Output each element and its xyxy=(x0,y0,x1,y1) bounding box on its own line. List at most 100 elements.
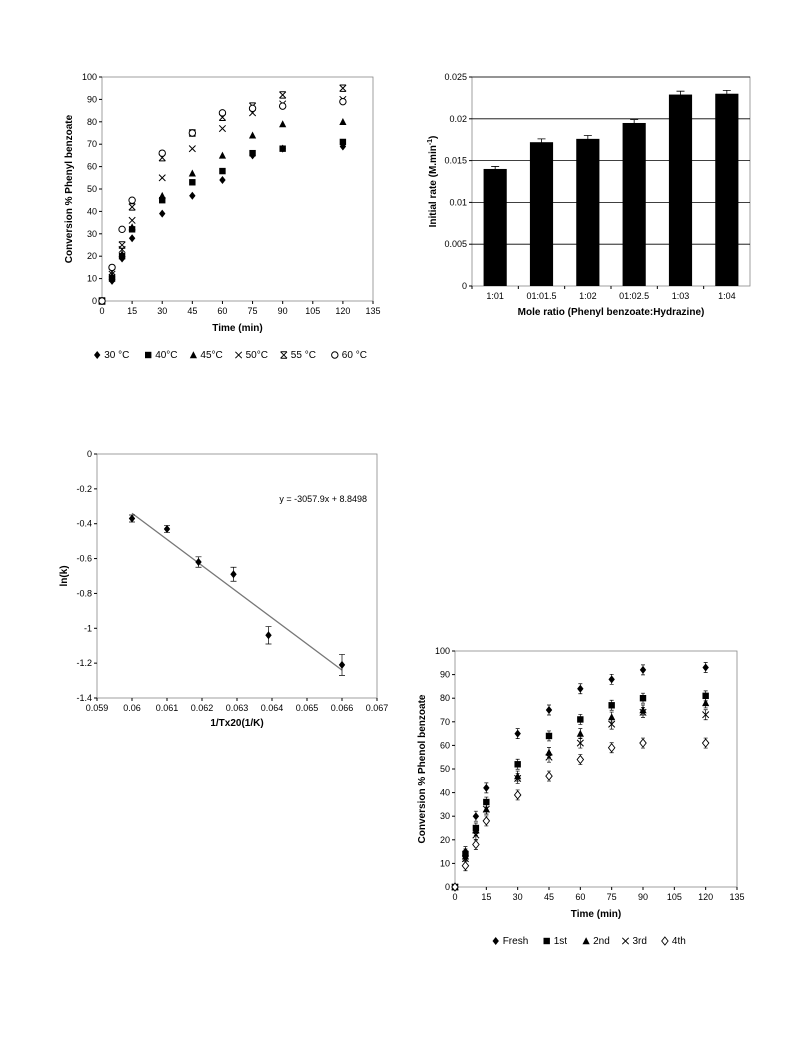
error-bar xyxy=(676,90,685,98)
legend-marker xyxy=(189,351,197,359)
y-axis-label: ln(k) xyxy=(59,565,70,586)
data-point xyxy=(702,663,709,672)
data-point xyxy=(451,882,459,892)
legend-label: 45°C xyxy=(200,350,222,361)
bar xyxy=(622,122,646,286)
y-tick-label: 60 xyxy=(440,740,450,750)
y-tick-label: 0.005 xyxy=(444,239,467,249)
chart-catalyst-reuse: 0 10 20 30 40 50 60 70 80 90 100 0 15 30 45 60 75 90 105 12… xyxy=(415,640,760,955)
error-bar xyxy=(491,166,500,172)
data-point xyxy=(702,711,710,719)
data-point xyxy=(514,774,522,782)
x-tick-label: 15 xyxy=(481,892,491,902)
data-point xyxy=(248,104,257,113)
data-point xyxy=(545,771,553,781)
y-tick-label: 50 xyxy=(87,184,97,194)
data-point xyxy=(472,839,480,850)
y-axis-label-close: ) xyxy=(428,136,439,139)
data-point xyxy=(338,660,346,669)
data-point xyxy=(108,272,116,280)
series-1st xyxy=(451,690,709,891)
y-tick-label: 90 xyxy=(87,94,97,104)
data-point xyxy=(577,684,584,693)
y-tick-label: 0 xyxy=(445,882,450,892)
data-point xyxy=(482,816,491,826)
data-point xyxy=(188,169,196,177)
data-point xyxy=(249,149,256,157)
data-point xyxy=(195,558,202,567)
x-tick-label: 0 xyxy=(452,892,457,902)
x-tick-label: 0.062 xyxy=(191,703,214,713)
legend-marker xyxy=(621,937,630,945)
x-tick-label: 135 xyxy=(365,306,380,316)
data-point xyxy=(158,153,166,162)
y-tick-label: 0 xyxy=(87,449,92,459)
error-bar xyxy=(537,138,546,146)
y-tick-label: 70 xyxy=(440,717,450,727)
bar xyxy=(668,94,693,286)
data-point xyxy=(128,234,136,243)
x-axis-label: 1/Tx20(1/K) xyxy=(210,718,263,729)
x-tick-label: 1:01 xyxy=(486,291,504,301)
y-tick-label: 0 xyxy=(92,296,97,306)
series-60-c xyxy=(98,97,347,305)
legend-marker xyxy=(280,351,288,359)
x-tick-label: 0.06 xyxy=(123,703,141,713)
bar xyxy=(529,142,554,286)
data-point xyxy=(189,191,196,200)
data-point xyxy=(188,145,196,153)
trendline-equation: y = -3057.9x + 8.8498 xyxy=(279,494,367,504)
data-point xyxy=(158,149,166,157)
x-tick-label: 45 xyxy=(544,892,554,902)
x-tick-label: 105 xyxy=(305,306,320,316)
data-point xyxy=(128,216,136,224)
data-point xyxy=(701,738,710,748)
y-tick-label: 0.01 xyxy=(449,197,467,207)
data-point xyxy=(108,268,116,276)
x-tick-label: 0.061 xyxy=(156,703,179,713)
x-tick-label: 1:03 xyxy=(672,291,690,301)
plot-area xyxy=(454,650,738,888)
y-tick-label: 10 xyxy=(87,274,97,284)
x-tick-label: 90 xyxy=(278,306,288,316)
data-point xyxy=(545,753,553,761)
chart-arrhenius: 0 -0.2 -0.4 -0.6 -0.8 -1 -1.2 -1.4 0.059 0.06 0.06… xyxy=(55,445,400,745)
data-point xyxy=(639,708,647,716)
y-tick-label: 0.025 xyxy=(444,72,467,82)
chart-catalyst-reuse-svg: 0 10 20 30 40 50 60 70 80 90 100 0 15 30 45 60 75 90 105 12… xyxy=(417,646,745,947)
data-point xyxy=(108,263,116,272)
chart-arrhenius-svg: 0 -0.2 -0.4 -0.6 -0.8 -1 -1.2 -1.40.059 0.06 0.06… xyxy=(59,449,389,729)
y-tick-label: 80 xyxy=(440,693,450,703)
series-40-c xyxy=(98,138,347,305)
data-point xyxy=(265,631,272,640)
y-axis-label: Initial rate (M.min-1) xyxy=(427,136,439,228)
data-point xyxy=(279,145,286,152)
legend-label: 50°C xyxy=(246,350,268,361)
legend-label: 2nd xyxy=(593,936,610,947)
x-tick-label: 01:02.5 xyxy=(619,291,649,301)
data-point xyxy=(219,176,226,185)
x-tick-label: 90 xyxy=(638,892,648,902)
series-45-c xyxy=(98,118,347,305)
data-point xyxy=(128,223,136,231)
y-tick-label: -1.4 xyxy=(76,693,92,703)
series-3rd xyxy=(451,707,710,891)
data-point xyxy=(339,97,347,106)
data-point xyxy=(639,738,647,748)
y-tick-label: 0.015 xyxy=(444,156,467,166)
x-tick-label: 0.067 xyxy=(366,703,389,713)
legend: 30 °C 40°C 45°C 50°C 55 °C 60 °C xyxy=(94,350,367,361)
data-point xyxy=(118,250,126,258)
data-point xyxy=(158,174,166,182)
data-point xyxy=(159,209,166,218)
x-axis-label: Mole ratio (Phenyl benzoate:Hydrazine) xyxy=(518,307,705,318)
y-tick-label: 30 xyxy=(440,811,450,821)
data-point xyxy=(339,138,347,146)
y-tick-label: 20 xyxy=(440,835,450,845)
y-tick-label: 0 xyxy=(462,281,467,291)
x-tick-label: 0 xyxy=(99,306,104,316)
bar xyxy=(483,168,507,286)
x-tick-label: 0.059 xyxy=(86,703,109,713)
chart-initial-rate-bar: 0 0.005 0.01 0.015 0.02 0.025 1:01 01:01.5 1:02 0… xyxy=(422,68,752,328)
data-point xyxy=(608,713,616,721)
